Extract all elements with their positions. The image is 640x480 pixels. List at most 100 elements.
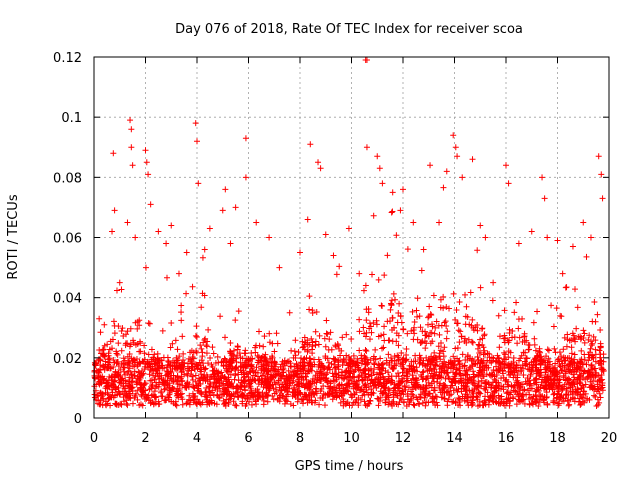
data-point bbox=[164, 393, 171, 400]
data-point bbox=[558, 313, 565, 320]
data-point bbox=[355, 402, 362, 409]
data-point bbox=[208, 399, 215, 406]
data-point bbox=[585, 373, 592, 380]
data-point bbox=[599, 195, 606, 202]
data-point bbox=[481, 385, 488, 392]
data-point bbox=[552, 360, 559, 367]
data-point bbox=[198, 345, 205, 352]
data-point bbox=[289, 393, 296, 400]
data-point bbox=[189, 373, 196, 380]
data-point bbox=[248, 363, 255, 370]
data-point bbox=[417, 324, 424, 331]
data-point bbox=[506, 329, 513, 336]
data-point bbox=[479, 335, 486, 342]
data-point bbox=[430, 357, 437, 364]
data-point bbox=[588, 342, 595, 349]
data-point bbox=[550, 397, 557, 404]
data-point bbox=[428, 380, 435, 387]
data-point bbox=[411, 402, 418, 409]
data-point bbox=[525, 387, 532, 394]
data-point bbox=[255, 381, 262, 388]
data-point bbox=[273, 330, 280, 337]
data-point bbox=[355, 374, 362, 381]
data-point bbox=[489, 379, 496, 386]
data-point bbox=[260, 397, 267, 404]
data-point bbox=[458, 333, 465, 340]
data-point bbox=[502, 351, 509, 358]
data-point bbox=[592, 337, 599, 344]
data-point bbox=[266, 330, 273, 337]
data-point bbox=[588, 338, 595, 345]
data-point bbox=[595, 372, 602, 379]
data-point bbox=[464, 356, 471, 363]
data-point bbox=[174, 346, 181, 353]
data-point bbox=[234, 343, 241, 350]
data-point bbox=[553, 305, 560, 312]
data-point bbox=[317, 165, 324, 172]
data-point bbox=[511, 334, 518, 341]
data-point bbox=[400, 186, 406, 193]
data-point bbox=[444, 328, 451, 335]
data-point bbox=[496, 333, 503, 340]
data-point bbox=[436, 363, 443, 370]
data-point bbox=[397, 395, 404, 402]
data-point bbox=[220, 381, 227, 388]
data-point bbox=[481, 347, 488, 354]
data-point bbox=[264, 398, 271, 405]
data-point bbox=[306, 293, 313, 300]
data-point bbox=[173, 402, 180, 409]
data-point bbox=[554, 237, 561, 244]
data-point bbox=[227, 340, 234, 347]
data-point bbox=[459, 174, 466, 181]
data-point bbox=[183, 290, 190, 297]
data-point bbox=[179, 401, 186, 408]
data-point bbox=[279, 358, 286, 365]
data-point bbox=[167, 344, 174, 351]
data-point bbox=[130, 363, 137, 370]
data-point bbox=[505, 383, 512, 390]
data-point bbox=[580, 335, 587, 342]
data-point bbox=[539, 174, 546, 181]
data-point bbox=[595, 401, 602, 408]
data-point bbox=[214, 385, 221, 392]
data-point bbox=[241, 382, 248, 389]
data-point bbox=[422, 345, 429, 352]
data-point bbox=[306, 306, 313, 313]
data-point bbox=[193, 323, 200, 330]
data-point bbox=[209, 387, 216, 394]
data-point bbox=[405, 384, 412, 391]
data-point bbox=[388, 364, 395, 371]
data-point bbox=[532, 347, 539, 354]
data-point bbox=[148, 346, 155, 353]
data-point bbox=[534, 308, 541, 315]
data-point bbox=[164, 354, 171, 361]
data-point bbox=[455, 327, 462, 334]
data-point bbox=[401, 398, 408, 405]
data-point bbox=[454, 320, 461, 327]
data-point bbox=[416, 393, 423, 400]
data-point bbox=[533, 399, 540, 406]
data-point bbox=[453, 307, 460, 314]
data-point bbox=[320, 366, 327, 373]
data-point bbox=[395, 332, 402, 339]
data-point bbox=[370, 212, 377, 219]
data-point bbox=[429, 321, 436, 328]
data-point bbox=[246, 398, 253, 405]
data-point bbox=[390, 290, 397, 297]
data-point bbox=[591, 298, 598, 305]
data-point bbox=[148, 392, 155, 399]
data-point bbox=[432, 324, 439, 331]
data-point bbox=[218, 369, 225, 376]
data-point bbox=[420, 368, 427, 375]
data-point bbox=[559, 367, 566, 374]
data-point bbox=[528, 385, 535, 392]
data-point bbox=[350, 352, 357, 359]
data-point bbox=[574, 304, 581, 311]
data-point bbox=[507, 389, 514, 396]
data-point bbox=[525, 346, 532, 353]
data-point bbox=[138, 381, 145, 388]
data-point bbox=[124, 219, 131, 226]
data-point bbox=[168, 320, 175, 327]
data-point bbox=[237, 363, 244, 370]
data-point bbox=[414, 313, 421, 320]
